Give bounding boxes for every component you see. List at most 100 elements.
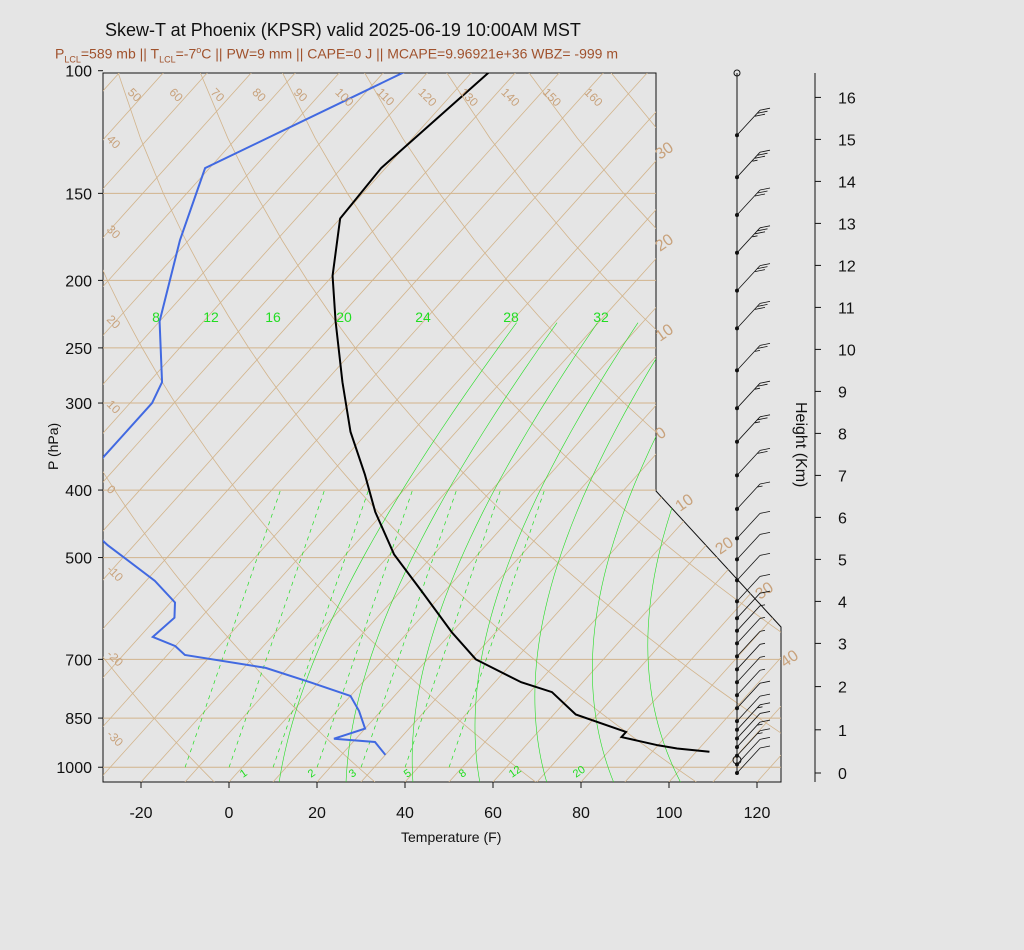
moist-adiabat-label: 16: [265, 309, 281, 325]
mixing-ratio-line: [448, 489, 545, 768]
moist-adiabat: [411, 322, 598, 782]
wind-barb: [736, 265, 761, 291]
wind-barb: [736, 534, 761, 560]
isotherm-line: [316, 73, 781, 782]
wind-barb-flag: [759, 481, 771, 485]
mixing-ratio-line: [404, 489, 501, 768]
isotherm-line: [103, 73, 738, 782]
wind-barb-flag: [759, 107, 771, 111]
wind-barb-half: [759, 642, 766, 645]
moist-adiabat-label: 28: [503, 309, 519, 325]
height-tick-label: 1: [838, 723, 847, 740]
isotherm-line: [103, 73, 562, 782]
isotherm-line: [103, 73, 606, 782]
dry-adiabat: [199, 73, 781, 782]
wind-barb: [736, 605, 761, 632]
pressure-tick-label: 200: [65, 273, 92, 290]
wind-barb: [736, 227, 761, 254]
wind-barb-flag: [759, 343, 771, 346]
wind-barb-half: [759, 604, 766, 607]
height-tick-label: 10: [838, 342, 856, 359]
chart-subtitle: PLCL=589 mb || TLCL=-7oC || PW=9 mm || C…: [55, 45, 618, 64]
isotherm-line: [845, 71, 1024, 782]
tlcl-sup: o: [196, 45, 202, 55]
wind-barb-flag: [757, 266, 768, 269]
wind-barb-flag: [759, 745, 771, 749]
wind-barb: [736, 555, 761, 581]
wind-barb-flag: [757, 383, 768, 387]
plcl-label: P: [55, 45, 65, 62]
moist-adiabat-label: 24: [415, 309, 431, 325]
temperature-tick-label: 60: [484, 805, 502, 822]
wind-barb: [736, 631, 761, 657]
wind-barb: [736, 576, 761, 602]
wind-barb-flag: [759, 225, 771, 229]
moist-adiabat-label: 12: [203, 309, 219, 325]
wind-barb-flag: [757, 152, 768, 156]
wind-barb-flag: [759, 736, 771, 740]
wind-barb: [736, 109, 761, 136]
height-tick-label: 16: [838, 90, 856, 107]
wind-barb-flag: [754, 113, 766, 117]
mixing-ratio-line: [184, 489, 281, 768]
wind-barb: [736, 644, 761, 670]
moist-adiabat: [474, 322, 639, 782]
wind-barb-flag: [759, 532, 771, 535]
wind-barb-flag: [757, 346, 768, 349]
moist-adiabat-label: 20: [336, 309, 352, 325]
height-tick-label: 13: [838, 216, 856, 233]
isotherm-line: [272, 73, 781, 782]
wind-calm-marker: [732, 755, 742, 765]
wind-barb-half: [757, 732, 763, 735]
mixing-ratio-label: 8: [457, 767, 469, 780]
wind-barb-half: [752, 159, 758, 162]
isotherm-line: [580, 73, 781, 782]
wind-barb-flag: [759, 511, 771, 514]
wind-barb-flag: [757, 228, 768, 232]
height-tick-label: 14: [838, 174, 856, 191]
wind-barb-flag: [754, 155, 766, 159]
plcl-value: =589 mb: [80, 45, 136, 62]
temperature-tick-label: -20: [129, 805, 152, 822]
wind-barb-half: [759, 629, 766, 632]
isotherm-line: [0, 71, 33, 782]
mixing-ratio-line: [360, 489, 457, 768]
pressure-tick-label: 250: [65, 341, 92, 358]
wind-barb-flag: [759, 149, 771, 153]
wind-barb: [736, 303, 761, 329]
wind-barb: [736, 151, 761, 178]
wind-barb: [736, 416, 761, 443]
wind-barb: [736, 189, 761, 216]
mixing-ratio-label: 12: [507, 764, 524, 781]
height-tick-label: 5: [838, 552, 847, 569]
wind-barb-flag: [754, 269, 766, 272]
wind-top-marker: [733, 69, 741, 77]
height-tick-label: 8: [838, 426, 847, 443]
isotherm-line: [668, 73, 781, 782]
dewpoint-profile: [103, 73, 408, 756]
wind-barb-flag: [759, 702, 771, 706]
y-axis-label: P (hPa): [45, 423, 61, 470]
wind-barb-flag: [757, 110, 768, 114]
mixing-ratio-label: 3: [347, 767, 359, 780]
wind-barb: [736, 513, 761, 539]
wind-barb-half: [757, 706, 763, 709]
pressure-tick-label: 1000: [56, 760, 92, 777]
wind-barb-flag: [759, 187, 771, 191]
wind-barb-flag: [757, 417, 768, 421]
height-tick-label: 2: [838, 680, 847, 697]
wind-barb: [736, 592, 761, 619]
pressure-tick-label: 400: [65, 483, 92, 500]
moist-adiabat-label: 32: [593, 309, 609, 325]
mixing-ratio-line: [316, 489, 413, 768]
temperature-tick-label: 120: [744, 805, 771, 822]
height-tick-label: 12: [838, 258, 856, 275]
isotherm-line: [103, 73, 694, 782]
moist-adiabat: [278, 322, 517, 782]
dry-adiabat: [117, 73, 697, 782]
wind-barb-flag: [759, 574, 771, 577]
wind-barb-flag: [754, 307, 766, 310]
wind-barb-half: [752, 235, 758, 238]
wind-barb-column: [732, 69, 771, 775]
